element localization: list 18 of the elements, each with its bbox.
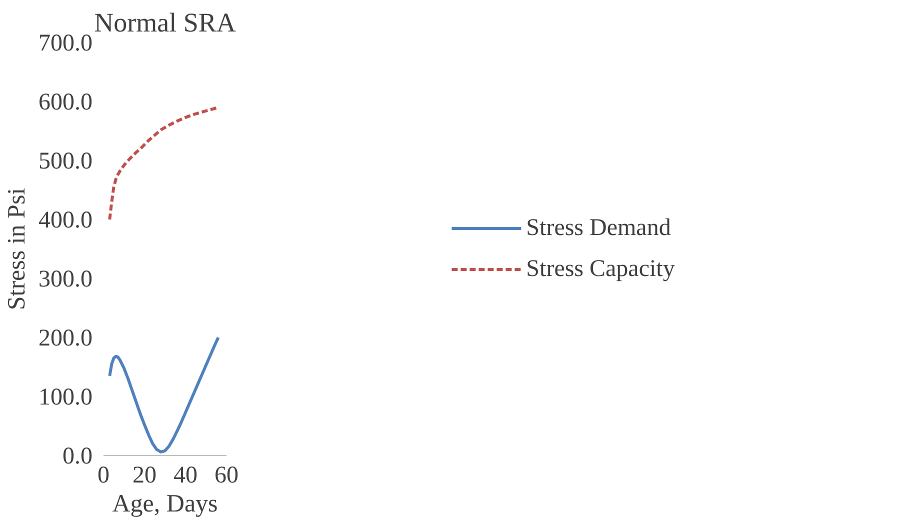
x-tick-label: 40 — [174, 462, 198, 488]
x-tick-label: 60 — [214, 462, 238, 488]
chart-title: Normal SRA — [94, 8, 236, 38]
x-axis-title: Age, Days — [112, 490, 218, 518]
y-tick-label: 400.0 — [38, 208, 92, 234]
y-tick-label: 500.0 — [38, 148, 92, 174]
y-tick-label: 300.0 — [38, 266, 92, 292]
x-tick-label: 20 — [132, 462, 156, 488]
legend-label: Stress Capacity — [526, 256, 675, 282]
y-axis-title: Stress in Psi — [4, 188, 30, 310]
y-tick-label: 0.0 — [62, 444, 92, 470]
x-tick-label: 0 — [98, 462, 110, 488]
legend-label: Stress Demand — [526, 214, 671, 242]
y-tick-label: 700.0 — [38, 30, 92, 56]
y-tick-label: 100.0 — [38, 384, 92, 410]
y-tick-label: 200.0 — [38, 326, 92, 352]
y-tick-label: 600.0 — [38, 90, 92, 116]
line-series — [108, 336, 220, 454]
